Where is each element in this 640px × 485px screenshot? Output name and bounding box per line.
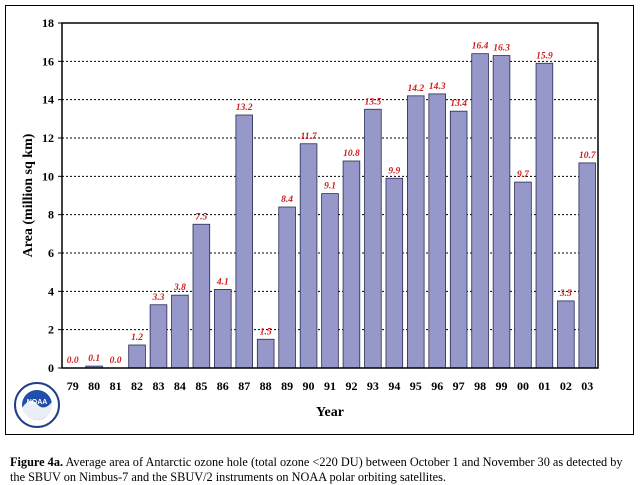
bar-value-label: 3.5 [559,289,572,299]
bar-value-label: 14.3 [429,82,446,92]
bar-chart: 0.0 0.1 0.0 1.2 3.3 3.8 7.5 4.1 13.2 1.5 8.4 11.7 9.… [21,16,599,420]
figure-caption: Figure 4a. Average area of Antarctic ozo… [10,455,635,484]
bar [385,177,404,369]
bar-value-label: 0.0 [67,356,79,366]
x-tick-label: 95 [410,379,422,393]
bar-value-label: 0.1 [88,354,100,364]
bar-value-label: 15.9 [536,51,553,61]
bar [428,93,446,369]
bar [535,62,554,369]
x-tick-label: 89 [281,379,293,393]
x-tick-label: 94 [388,379,400,393]
y-tick-label: 8 [48,208,54,222]
y-tick-label: 6 [48,246,54,260]
x-tick-label: 97 [453,379,465,393]
bar [171,294,189,369]
bar [321,193,339,369]
caption-text: Average area of Antarctic ozone hole (to… [10,455,623,484]
x-tick-label: 81 [110,379,122,393]
bar-value-label: 11.7 [301,132,318,142]
x-tick-label: 79 [67,379,79,393]
bar-value-label: 1.5 [260,327,272,337]
bar-value-label: 1.2 [131,333,143,343]
bar [471,53,489,369]
y-tick-label: 16 [42,54,54,68]
bar [578,162,597,369]
bar-value-label: 13.4 [450,99,467,109]
bar [149,304,168,369]
bar-value-label: 16.4 [472,42,489,52]
bar [492,55,511,369]
x-tick-label: 99 [496,379,508,393]
y-tick-label: 4 [48,284,54,298]
bar [235,114,254,369]
x-axis-title: Year [316,405,344,420]
x-tick-label: 02 [560,379,572,393]
y-axis-ticks: 0 2 4 6 8 10 12 14 16 18 [42,16,62,375]
bar-value-label: 7.5 [195,212,207,222]
x-tick-label: 00 [517,379,529,393]
x-tick-label: 91 [324,379,336,393]
y-tick-label: 12 [42,131,54,145]
bar-value-label: 3.3 [152,293,165,303]
y-tick-label: 0 [48,361,54,375]
bar-value-label: 13.5 [365,97,382,107]
y-tick-label: 14 [42,93,54,107]
bar-value-label: 4.1 [216,277,229,287]
x-tick-label: 87 [238,379,250,393]
bar [449,110,468,369]
noaa-logo: NOAA [14,382,60,428]
x-tick-label: 86 [217,379,229,393]
bar-value-label: 0.0 [110,356,122,366]
x-tick-label: 83 [152,379,164,393]
data-labels: 0.0 0.1 0.0 1.2 3.3 3.8 7.5 4.1 13.2 1.5 8.4 11.7 9.… [67,42,597,366]
bar [256,338,275,369]
x-tick-label: 82 [131,379,143,393]
bar-value-label: 10.7 [579,151,597,161]
x-tick-label: 92 [345,379,357,393]
chart-frame [5,5,634,435]
bar-value-label: 8.4 [281,195,293,205]
caption-label: Figure 4a. [10,455,64,469]
bar [364,108,382,369]
x-tick-label: 88 [260,379,272,393]
bar-value-label: 13.2 [236,103,253,113]
bar [278,206,296,369]
y-tick-label: 18 [42,16,54,30]
bar [128,344,146,369]
x-tick-label: 96 [431,379,443,393]
bar-value-label: 9.1 [324,182,336,192]
bar-value-label: 10.8 [343,149,360,159]
bar [406,95,425,369]
x-tick-label: 01 [538,379,550,393]
y-tick-label: 10 [42,169,54,183]
bar [514,181,532,369]
x-tick-label: 85 [195,379,207,393]
bars [85,53,597,369]
bar-value-label: 16.3 [493,44,510,54]
bar-value-label: 3.8 [173,283,186,293]
bar-value-label: 14.2 [407,84,424,94]
bar [557,300,575,369]
bar [192,223,211,369]
x-tick-label: 84 [174,379,186,393]
x-tick-label: 98 [474,379,486,393]
logo-text: NOAA [27,399,48,406]
x-tick-label: 93 [367,379,379,393]
x-tick-label: 80 [88,379,100,393]
x-axis-ticks: 79 80 81 82 83 84 85 86 87 88 89 90 91 92 93 94 95 96 97 98… [67,379,594,393]
bar [299,143,318,369]
y-tick-label: 2 [48,323,54,337]
plot-area-border [61,22,599,369]
bar [342,160,361,369]
bar-value-label: 9.7 [517,170,530,180]
y-axis-title: Area (million sq km) [21,133,36,257]
bar-value-label: 9.9 [388,166,400,176]
x-tick-label: 03 [581,379,593,393]
x-tick-label: 90 [303,379,315,393]
bar [214,289,232,369]
